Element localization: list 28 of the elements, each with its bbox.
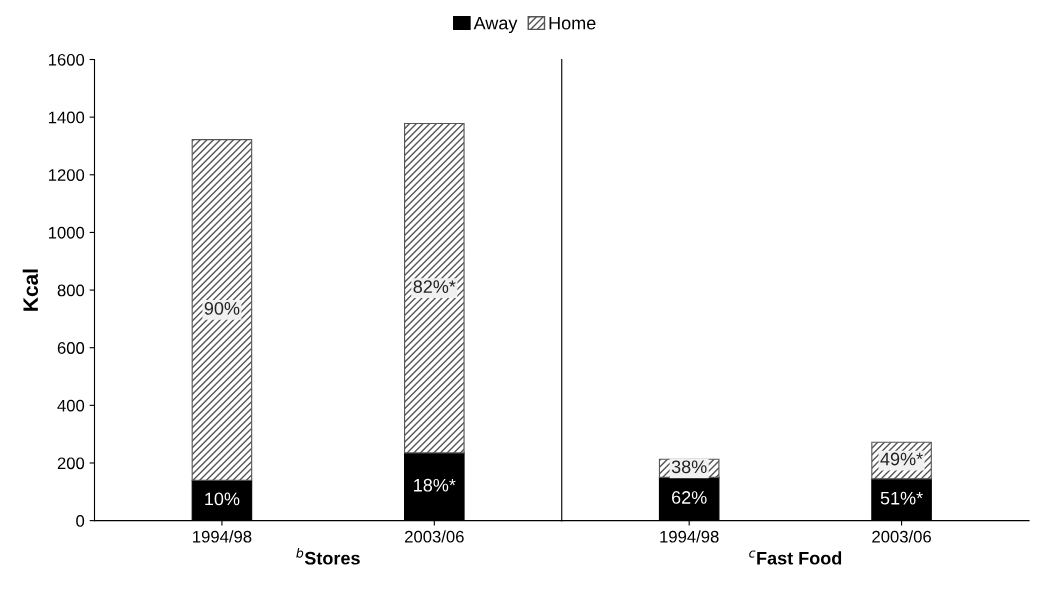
annotation: 18%* [414, 478, 456, 492]
x-tick-label: 1994/98 [660, 530, 719, 543]
y-tick-label: 600 [57, 342, 85, 354]
annotation: 82%* [413, 280, 456, 294]
y-axis-title: Kcal [22, 269, 39, 311]
annotation: 10% [205, 492, 240, 506]
y-tick-label: 400 [57, 399, 85, 412]
annotation: 49%* [880, 452, 923, 466]
annotation: 51%* [880, 491, 923, 505]
y-tick-label: 1000 [48, 226, 85, 239]
y-tick-label: 1200 [48, 169, 85, 181]
annotation: 38% [671, 460, 707, 474]
y-tick-label: 1400 [48, 111, 85, 124]
x-tick-label: 2003/06 [405, 530, 464, 543]
y-tick-label: 200 [57, 457, 85, 470]
x-tick-label: 2003/06 [872, 530, 931, 543]
x-axis-title: $^{c}$Fast Food [749, 550, 842, 565]
y-tick-label: 1600 [48, 53, 85, 66]
legend-label: Home [549, 16, 596, 30]
y-tick-label: 0 [76, 515, 85, 527]
annotation: 62% [672, 491, 707, 504]
x-tick-label: 1994/98 [193, 530, 252, 543]
bar [404, 122, 465, 454]
annotation: 90% [204, 302, 240, 315]
legend-label: Away [473, 16, 518, 34]
x-axis-title: $^{b}$Stores [296, 547, 360, 565]
bar [191, 139, 253, 481]
y-tick-label: 800 [57, 284, 85, 297]
